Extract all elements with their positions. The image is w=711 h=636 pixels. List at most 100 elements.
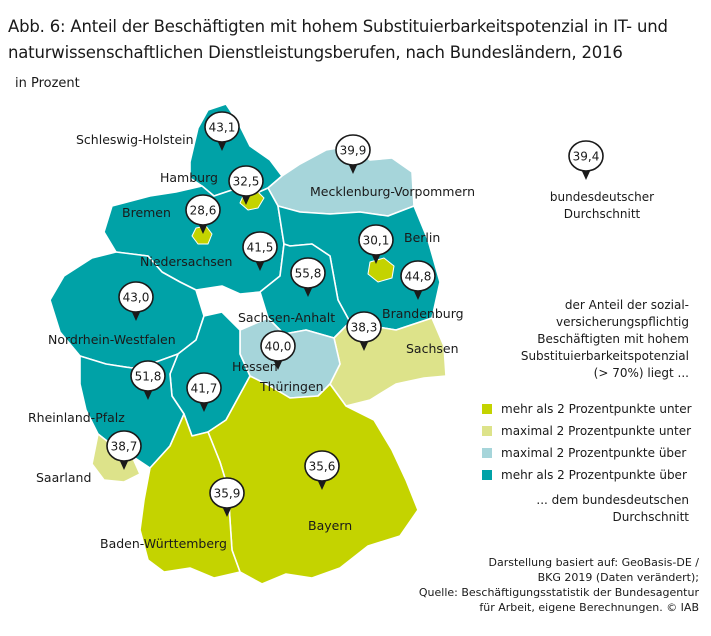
pin-value: 39,4 (573, 150, 600, 164)
value-pin-bayern: 35,6 (304, 450, 340, 490)
source-line: Darstellung basiert auf: GeoBasis-DE / (488, 556, 699, 569)
state-label-mecklenburg-vorpommern: Mecklenburg-Vorpommern (310, 184, 475, 199)
legend-intro-line: Substituierbarkeitspotenzial (520, 349, 689, 363)
figure-subtitle: in Prozent (15, 76, 80, 91)
state-labels: Schleswig-Holstein Hamburg Mecklenburg-Vor… (28, 132, 475, 551)
value-pins: 43,1 32,5 39,9 28,6 41,5 30,1 44,8 55,8 43,0 38,3… (106, 111, 436, 517)
state-label-rheinland-pfalz: Rheinland-Pfalz (28, 410, 125, 425)
pin-bubble (260, 330, 296, 362)
pin-pointer (413, 289, 423, 300)
state-label-thueringen: Thüringen (259, 379, 324, 394)
pin-value: 38,7 (111, 440, 138, 454)
pin-bubble (290, 257, 326, 289)
pin-bubble (358, 224, 394, 256)
pin-bubble (209, 477, 245, 509)
pin-value: 40,0 (265, 340, 292, 354)
pin-bubble (118, 281, 154, 313)
state-label-baden-wuerttemberg: Baden-Württemberg (100, 536, 227, 551)
pin-pointer (143, 389, 153, 400)
pin-bubble (242, 231, 278, 263)
national-average-label-line1: bundesdeutscher (549, 190, 655, 204)
legend-intro-line: versicherungspflichtig (556, 315, 689, 329)
legend-item: mehr als 2 Prozentpunkte über (482, 464, 692, 486)
pin-value: 28,6 (190, 204, 217, 218)
value-pin-sachsen: 38,3 (346, 311, 382, 351)
value-pin-niedersachsen: 41,5 (242, 231, 278, 271)
pin-bubble (346, 311, 382, 343)
pin-value: 38,3 (351, 321, 378, 335)
national-average-label: bundesdeutscher Durchschnitt (522, 189, 682, 223)
pin-pointer (348, 163, 358, 174)
pin-value: 30,1 (363, 234, 390, 248)
state-region-berlin (367, 257, 395, 283)
pin-pointer (131, 310, 141, 321)
legend-intro-line: Beschäftigten mit hohem (537, 332, 689, 346)
value-pin-rheinland-pfalz: 51,8 (130, 360, 166, 400)
pin-value: 44,8 (405, 270, 432, 284)
pin-bubble (335, 134, 371, 166)
state-label-sachsen-anhalt: Sachsen-Anhalt (238, 310, 335, 325)
state-label-nordrhein-westfalen: Nordrhein-Westfalen (48, 332, 176, 347)
state-region-baden-wuerttemberg (139, 413, 241, 579)
legend-swatch (482, 448, 492, 458)
legend-item-label: mehr als 2 Prozentpunkte unter (501, 402, 692, 416)
pin-bubble (400, 260, 436, 292)
pin-bubble (304, 450, 340, 482)
legend-outro: ... dem bundesdeutschen Durchschnitt (449, 492, 689, 526)
pin-pointer (303, 286, 313, 297)
pin-bubble (106, 430, 142, 462)
national-average-pin: 39,4 (568, 140, 604, 180)
pin-pointer (581, 169, 591, 180)
pin-value: 35,6 (309, 460, 336, 474)
pin-pointer (359, 340, 369, 351)
source-line: für Arbeit, eigene Berechnungen. © IAB (479, 601, 699, 614)
value-pin-bremen: 28,6 (185, 194, 221, 234)
value-pin-hamburg: 32,5 (228, 165, 264, 205)
pin-pointer (199, 401, 209, 412)
source-line: Quelle: Beschäftigungsstatistik der Bund… (418, 586, 699, 599)
legend-swatch (482, 426, 492, 436)
pin-bubble (204, 111, 240, 143)
legend-intro-line: (> 70%) liegt ... (593, 366, 689, 380)
state-label-schleswig-holstein: Schleswig-Holstein (76, 132, 194, 147)
state-label-hamburg: Hamburg (160, 170, 218, 185)
pin-pointer (255, 260, 265, 271)
pin-pointer (119, 459, 129, 470)
pin-value: 35,9 (214, 487, 241, 501)
pin-value: 41,5 (247, 241, 274, 255)
pin-bubble (130, 360, 166, 392)
source-line: BKG 2019 (Daten verändert); (537, 571, 699, 584)
pin-bubble (185, 194, 221, 226)
pin-value: 41,7 (191, 382, 218, 396)
value-pin-brandenburg: 44,8 (400, 260, 436, 300)
legend-item-label: mehr als 2 Prozentpunkte über (501, 468, 687, 482)
legend-intro-line: der Anteil der sozial- (564, 298, 689, 312)
legend-item-label: maximal 2 Prozentpunkte unter (501, 424, 692, 438)
value-pin-mecklenburg-vorpommern: 39,9 (335, 134, 371, 174)
value-pin-sachsen-anhalt: 55,8 (290, 257, 326, 297)
value-pin-nordrhein-westfalen: 43,0 (118, 281, 154, 321)
pin-bubble (186, 372, 222, 404)
legend-intro: der Anteil der sozial- versicherungspfli… (439, 297, 689, 382)
pin-pointer (198, 223, 208, 234)
legend-swatch (482, 404, 492, 414)
pin-pointer (371, 253, 381, 264)
national-average-label-line2: Durchschnitt (563, 207, 641, 221)
pin-bubble (228, 165, 264, 197)
state-label-bremen: Bremen (122, 205, 171, 220)
pin-value: 32,5 (233, 175, 260, 189)
value-pin-saarland: 38,7 (106, 430, 142, 470)
pin-bubble (568, 140, 604, 172)
legend-item-label: maximal 2 Prozentpunkte über (501, 446, 687, 460)
pin-value: 43,1 (209, 121, 236, 135)
pin-value: 39,9 (340, 144, 367, 158)
pin-pointer (317, 479, 327, 490)
legend-outro-line: ... dem bundesdeutschen (536, 493, 689, 507)
legend-swatch (482, 470, 492, 480)
pin-pointer (273, 359, 283, 370)
national-average-value-pin: 39,4 (568, 140, 604, 180)
value-pin-schleswig-holstein: 43,1 (204, 111, 240, 151)
state-label-brandenburg: Brandenburg (382, 306, 464, 321)
state-region-bayern (207, 375, 419, 585)
figure-title: Abb. 6: Anteil der Beschäftigten mit hoh… (8, 17, 668, 62)
